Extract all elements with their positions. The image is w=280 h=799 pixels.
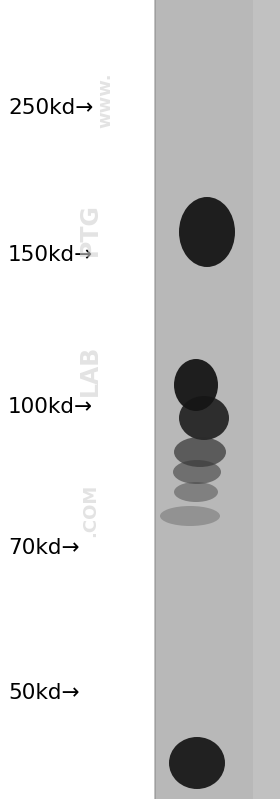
- Text: 100kd→: 100kd→: [8, 397, 93, 417]
- Text: 250kd→: 250kd→: [8, 98, 93, 118]
- Bar: [0, 0, 155, 799]
- Text: 70kd→: 70kd→: [8, 538, 80, 558]
- Ellipse shape: [179, 197, 235, 267]
- Bar: [253, 0, 280, 799]
- Bar: [155, 0, 280, 799]
- Text: 50kd→: 50kd→: [8, 683, 80, 703]
- Ellipse shape: [173, 460, 221, 484]
- Bar: [154, 0, 157, 799]
- Text: PTG: PTG: [78, 204, 102, 256]
- Text: 150kd→: 150kd→: [8, 245, 93, 265]
- Ellipse shape: [174, 482, 218, 502]
- Text: .COM: .COM: [81, 483, 99, 537]
- Text: www.: www.: [96, 72, 114, 128]
- Ellipse shape: [174, 437, 226, 467]
- Ellipse shape: [179, 396, 229, 440]
- Text: LAB: LAB: [78, 344, 102, 396]
- Ellipse shape: [174, 359, 218, 411]
- Ellipse shape: [160, 506, 220, 526]
- Ellipse shape: [169, 737, 225, 789]
